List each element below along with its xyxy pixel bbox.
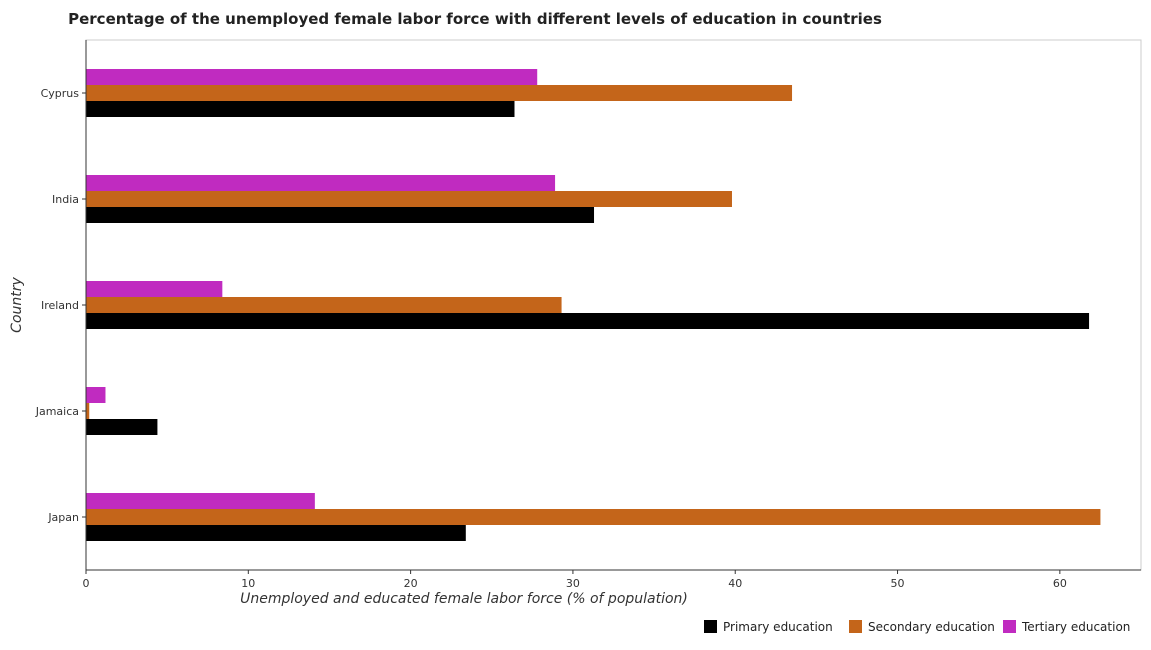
bar-india-tertiary-education — [86, 175, 556, 191]
bar-japan-secondary-education — [86, 509, 1101, 525]
x-axis-label: Unemployed and educated female labor for… — [240, 591, 688, 607]
x-tick-label: 30 — [566, 577, 580, 590]
y-tick-label: India — [52, 193, 79, 206]
x-ticks: 0 10 20 30 40 50 60 — [83, 570, 1067, 590]
x-tick-label: 10 — [241, 577, 255, 590]
y-tick-label: Cyprus — [41, 87, 80, 100]
legend-swatch — [704, 620, 717, 633]
legend-swatch — [1003, 620, 1016, 633]
bar-cyprus-secondary-education — [86, 85, 793, 101]
plot-area: 0 10 20 30 40 50 60 Cyprus India Ireland Jamaica J… — [35, 39, 1142, 590]
y-ticks: Cyprus India Ireland Jamaica Japan — [35, 87, 86, 524]
legend-label: Primary education — [723, 620, 833, 634]
legend: Primary education Secondary education Tert… — [704, 620, 1130, 634]
y-axis-label: Country — [9, 276, 25, 332]
bar-ireland-primary-education — [86, 313, 1090, 329]
bar-jamaica-tertiary-education — [86, 387, 106, 403]
x-tick-label: 50 — [891, 577, 905, 590]
x-tick-label: 60 — [1053, 577, 1067, 590]
bar-ireland-secondary-education — [86, 297, 562, 313]
y-tick-label: Ireland — [41, 299, 79, 312]
bar-cyprus-primary-education — [86, 101, 515, 117]
x-tick-label: 0 — [83, 577, 90, 590]
legend-label: Tertiary education — [1021, 620, 1130, 634]
x-tick-label: 20 — [404, 577, 418, 590]
bar-jamaica-primary-education — [86, 419, 158, 435]
y-tick-label: Jamaica — [35, 405, 79, 418]
bar-japan-tertiary-education — [86, 493, 315, 509]
bar-ireland-tertiary-education — [86, 281, 223, 297]
bar-india-primary-education — [86, 207, 595, 223]
bar-india-secondary-education — [86, 191, 732, 207]
y-tick-label: Japan — [47, 511, 79, 524]
legend-label: Secondary education — [868, 620, 995, 634]
x-tick-label: 40 — [728, 577, 742, 590]
chart-title: Percentage of the unemployed female labo… — [68, 10, 882, 28]
bars — [86, 69, 1101, 541]
bar-jamaica-secondary-education — [86, 403, 90, 419]
bar-japan-primary-education — [86, 525, 466, 541]
legend-swatch — [849, 620, 862, 633]
bar-cyprus-tertiary-education — [86, 69, 538, 85]
